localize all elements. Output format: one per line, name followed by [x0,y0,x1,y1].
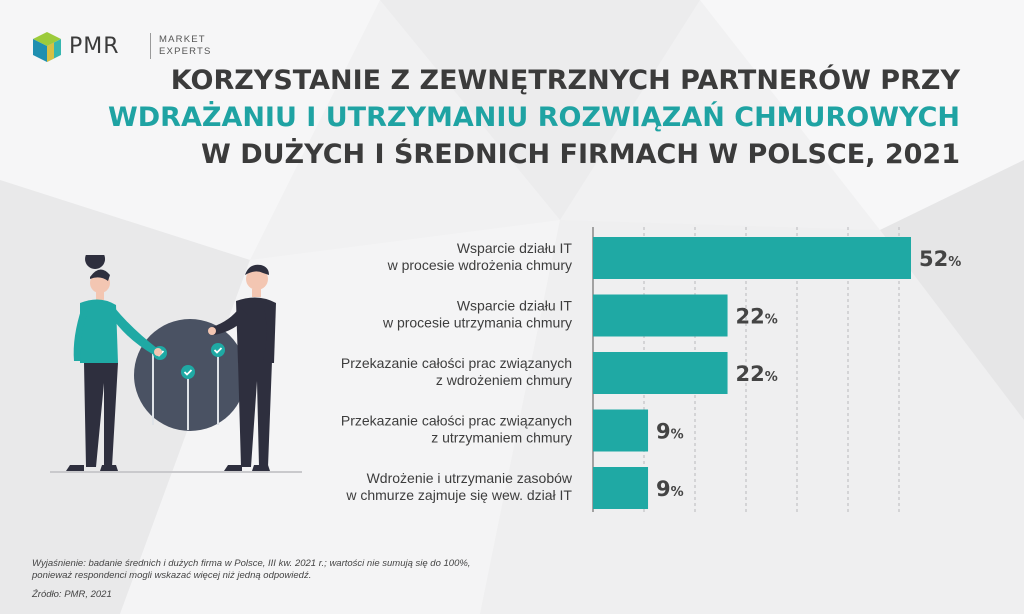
logo-divider [150,33,151,59]
bar [593,409,649,452]
data-label: 9% [656,420,684,444]
category-label: Przekazanie całości prac związanych z wdr… [341,355,572,388]
page-title: KORZYSTANIE Z ZEWNĘTRZNYCH PARTNERÓW PRZ… [108,62,960,173]
footnote: Wyjaśnienie: badanie średnich i dużych f… [32,558,552,582]
logo-tagline: MARKET EXPERTS [159,34,239,58]
bar [593,352,728,394]
footnote-line-2: ponieważ respondenci mogli wskazać więce… [32,570,312,581]
bar [593,237,911,279]
source-note: Źródło: PMR, 2021 [32,589,112,600]
logo-name: PMR [69,34,120,59]
data-label: 22% [736,305,778,329]
title-line-2: WDRAŻANIU I UTRZYMANIU ROZWIĄZAŃ CHMUROW… [107,102,960,133]
people-with-checklist-circle-illustration [50,255,302,473]
data-label: 22% [736,362,778,386]
category-label: Wsparcie działu IT w procesie utrzymania … [382,298,572,331]
title-line-1: KORZYSTANIE Z ZEWNĘTRZNYCH PARTNERÓW PRZ… [170,65,960,96]
bar [593,467,649,509]
category-label: Wsparcie działu IT w procesie wdrożenia c… [387,240,573,273]
data-label: 9% [656,477,684,501]
data-label: 52% [919,247,961,271]
category-label: Wdrożenie i utrzymanie zasobów w chmurze … [345,470,573,503]
chart-bars: Wsparcie działu IT w procesie wdrożenia c… [341,237,961,509]
logo-tagline-line1: MARKET [159,34,206,45]
category-label: Przekazanie całości prac związanych z utr… [341,413,572,446]
bar [593,294,728,337]
logo-tagline-line2: EXPERTS [159,46,212,57]
footnote-line-1: Wyjaśnienie: badanie średnich i dużych f… [32,558,471,569]
title-line-3: W DUŻYCH I ŚREDNICH FIRMACH W POLSCE, 20… [201,139,960,170]
pmr-logo-cube-icon [33,32,61,62]
